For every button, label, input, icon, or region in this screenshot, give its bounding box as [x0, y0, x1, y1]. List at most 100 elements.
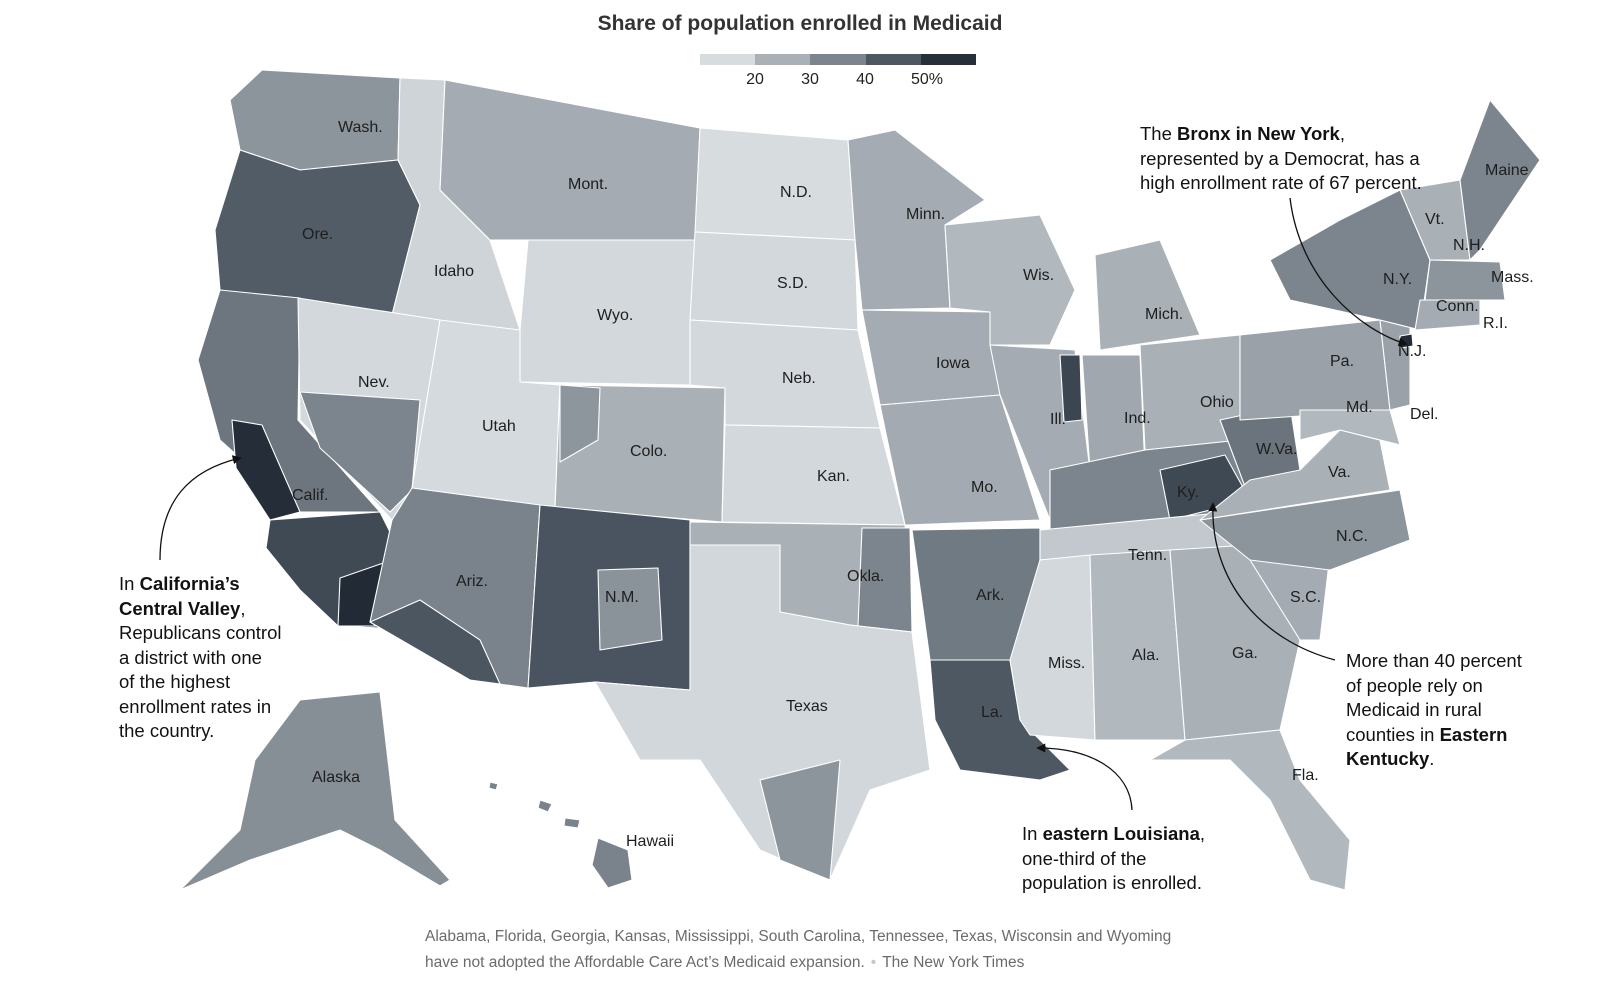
- region-texas-south: [759, 759, 841, 881]
- annotation-text: population is enrolled.: [1022, 872, 1202, 893]
- state-label: Kan.: [817, 468, 850, 485]
- state-label: N.M.: [605, 589, 639, 606]
- state-label: Ala.: [1132, 647, 1160, 664]
- region-new-mexico-center: [597, 567, 663, 651]
- state-label: Md.: [1346, 399, 1373, 416]
- legend-swatch: [865, 54, 921, 65]
- region-south-dakota: [689, 231, 859, 331]
- annotation-text: More than 40 percent: [1346, 650, 1522, 671]
- region-maryland-delaware: [1299, 409, 1401, 446]
- state-label: Wash.: [338, 119, 383, 136]
- annotation-arrows: [159, 197, 1408, 811]
- state-label: Wis.: [1023, 267, 1054, 284]
- state-label: Tenn.: [1128, 547, 1167, 564]
- region-missouri: [879, 394, 1041, 526]
- state-label: N.Y.: [1383, 271, 1412, 288]
- annotation-text: of people rely on: [1346, 674, 1483, 696]
- bronx-arrow: [1289, 197, 1408, 347]
- annotation-text: The: [1140, 123, 1178, 144]
- region-hawaii-islands: [488, 781, 581, 829]
- state-label: Mont.: [568, 176, 608, 193]
- state-label: N.D.: [780, 184, 812, 201]
- state-label: Minn.: [906, 206, 945, 223]
- annotation-bold-text: Central Valley: [119, 597, 241, 619]
- state-label: Ohio: [1200, 394, 1234, 411]
- region-arizona-south: [369, 599, 501, 685]
- state-label: Conn.: [1436, 298, 1479, 315]
- state-label: Mo.: [971, 479, 998, 496]
- state-label: Fla.: [1292, 767, 1319, 784]
- state-label: Utah: [482, 418, 516, 435]
- legend-color-bar: [700, 54, 977, 65]
- separator-dot: •: [870, 954, 877, 971]
- footnote-text: Alabama, Florida, Georgia, Kansas, Missi…: [425, 928, 1172, 945]
- color-legend: 20 30 40 50%: [700, 54, 977, 100]
- annotation-text: a district with one: [119, 646, 262, 668]
- region-florida: [1149, 729, 1351, 891]
- state-label: N.J.: [1398, 343, 1426, 360]
- region-massachusetts: [1424, 259, 1506, 301]
- region-alabama: [1089, 549, 1186, 741]
- state-label: Colo.: [630, 443, 667, 460]
- state-label: N.C.: [1336, 528, 1368, 545]
- region-north-carolina: [1199, 489, 1411, 571]
- region-illinois-chicago: [1059, 354, 1083, 423]
- state-label: Ga.: [1232, 645, 1258, 662]
- state-label: Ore.: [302, 226, 333, 243]
- state-label: Wyo.: [597, 307, 633, 324]
- region-hawaii-main: [591, 837, 633, 889]
- region-north-dakota: [694, 127, 856, 241]
- region-nevada-south: [299, 391, 421, 513]
- state-label: Vt.: [1425, 211, 1445, 228]
- annotation-text: of the highest: [119, 671, 231, 692]
- annotation-text: ,: [1339, 123, 1345, 144]
- state-label: Alaska: [312, 769, 360, 786]
- state-label: Texas: [786, 698, 828, 715]
- state-label: Ind.: [1124, 410, 1151, 427]
- bronx-annotation: The Bronx in New York, represented by a …: [1140, 122, 1422, 196]
- annotation-text: In: [119, 573, 140, 594]
- region-connecticut-ri: [1414, 299, 1481, 331]
- legend-swatch: [700, 54, 756, 65]
- source-credit: The New York Times: [882, 954, 1025, 971]
- state-label: Pa.: [1330, 353, 1354, 370]
- state-label: S.D.: [777, 275, 808, 292]
- state-label: Okla.: [847, 568, 884, 585]
- annotation-text: enrollment rates in: [119, 695, 272, 717]
- annotation-text: .: [1429, 748, 1435, 769]
- louisiana-arrow: [1036, 743, 1133, 811]
- legend-tick: 50%: [910, 71, 944, 88]
- region-kansas: [721, 424, 906, 526]
- state-label: R.I.: [1483, 315, 1508, 332]
- annotation-text: ,: [240, 597, 246, 619]
- state-label: Hawaii: [626, 833, 674, 850]
- legend-swatch: [920, 54, 977, 65]
- state-labels: Wash. Ore. Calif. Nev. Idaho Mont. Wyo. …: [292, 119, 1534, 850]
- region-iowa: [861, 309, 1001, 406]
- region-wyoming: [519, 239, 696, 386]
- region-montana: [439, 79, 701, 241]
- region-texas: [594, 544, 931, 881]
- state-label: Mass.: [1491, 269, 1534, 286]
- state-label: Maine: [1485, 162, 1529, 179]
- annotation-text: Republicans control: [119, 622, 282, 643]
- footnote: Alabama, Florida, Georgia, Kansas, Missi…: [425, 924, 1355, 976]
- state-label: Ky.: [1177, 484, 1199, 501]
- kentucky-arrow: [1208, 502, 1336, 661]
- state-label: Ill.: [1050, 411, 1066, 428]
- legend-tick: 40: [856, 71, 874, 88]
- california-arrow: [159, 455, 242, 561]
- region-alaska: [179, 691, 451, 891]
- region-new-york: [1269, 189, 1431, 331]
- annotation-text: high enrollment rate of 67 percent.: [1140, 172, 1422, 193]
- state-label: S.C.: [1290, 589, 1321, 606]
- annotation-text: ,: [1199, 823, 1206, 844]
- annotation-text: In: [1022, 823, 1043, 844]
- region-wisconsin: [944, 214, 1076, 346]
- legend-tick: 20: [746, 71, 764, 88]
- annotation-text: the country.: [119, 720, 215, 741]
- legend-swatch: [755, 54, 811, 65]
- annotation-text: represented by a Democrat, has a: [1140, 147, 1420, 169]
- california-annotation: In California’s Central Valley, Republic…: [119, 572, 281, 744]
